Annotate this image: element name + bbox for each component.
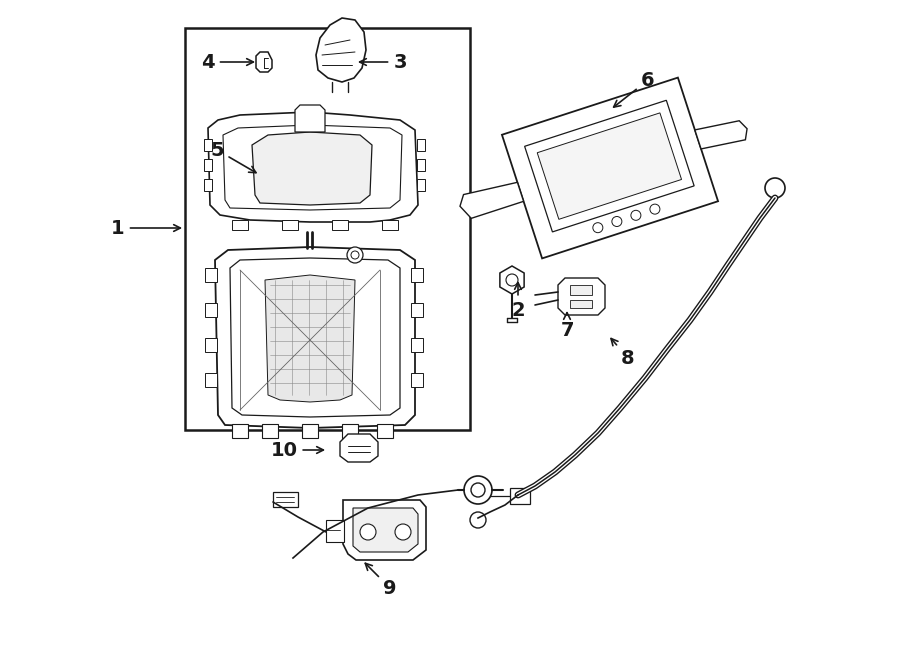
Text: 4: 4 (202, 52, 254, 71)
Circle shape (765, 178, 785, 198)
Circle shape (471, 483, 485, 497)
Circle shape (464, 476, 492, 504)
Bar (205, 303, 217, 317)
Bar (411, 268, 423, 282)
Circle shape (360, 524, 376, 540)
Polygon shape (230, 258, 400, 417)
Polygon shape (460, 182, 524, 218)
Text: 5: 5 (211, 141, 256, 173)
Bar (204, 139, 212, 151)
Circle shape (347, 247, 363, 263)
Bar (205, 373, 217, 387)
Bar (570, 285, 592, 295)
Circle shape (470, 512, 486, 528)
Polygon shape (695, 121, 747, 149)
Polygon shape (558, 278, 605, 315)
Bar (232, 220, 248, 230)
Polygon shape (252, 132, 372, 205)
Text: 6: 6 (614, 71, 655, 107)
Bar (326, 520, 344, 542)
Circle shape (593, 223, 603, 233)
Polygon shape (353, 508, 418, 552)
Polygon shape (525, 100, 694, 232)
Bar (411, 303, 423, 317)
Bar (417, 139, 425, 151)
Polygon shape (208, 112, 418, 222)
Polygon shape (500, 266, 524, 294)
Polygon shape (316, 18, 366, 82)
Polygon shape (340, 434, 378, 462)
Bar (332, 220, 348, 230)
Text: 2: 2 (511, 283, 525, 319)
Circle shape (631, 210, 641, 220)
Bar (204, 159, 212, 171)
Polygon shape (215, 247, 415, 428)
Bar (377, 424, 393, 438)
Bar (570, 300, 592, 308)
Text: 1: 1 (112, 219, 180, 237)
Polygon shape (537, 113, 681, 219)
Circle shape (395, 524, 411, 540)
Text: 3: 3 (360, 52, 407, 71)
Bar (417, 179, 425, 191)
Text: 8: 8 (611, 338, 634, 368)
Bar (262, 424, 278, 438)
Bar (510, 488, 530, 504)
Bar (205, 268, 217, 282)
Polygon shape (295, 105, 325, 132)
Text: 10: 10 (271, 440, 323, 459)
Text: 9: 9 (365, 563, 397, 598)
Text: 7: 7 (560, 313, 574, 340)
Bar (417, 159, 425, 171)
Bar (302, 424, 318, 438)
Circle shape (351, 251, 359, 259)
Polygon shape (223, 125, 402, 210)
Bar (232, 424, 248, 438)
Bar (205, 338, 217, 352)
Bar (342, 424, 358, 438)
Polygon shape (256, 52, 272, 72)
Polygon shape (265, 275, 355, 402)
Circle shape (506, 274, 518, 286)
Polygon shape (343, 500, 426, 560)
Bar (382, 220, 398, 230)
Bar (204, 179, 212, 191)
Circle shape (650, 204, 660, 214)
Circle shape (612, 217, 622, 227)
Bar (185, 28, 470, 430)
Bar (282, 220, 298, 230)
Polygon shape (502, 77, 718, 258)
Bar (411, 373, 423, 387)
Bar (411, 338, 423, 352)
Polygon shape (273, 492, 298, 507)
